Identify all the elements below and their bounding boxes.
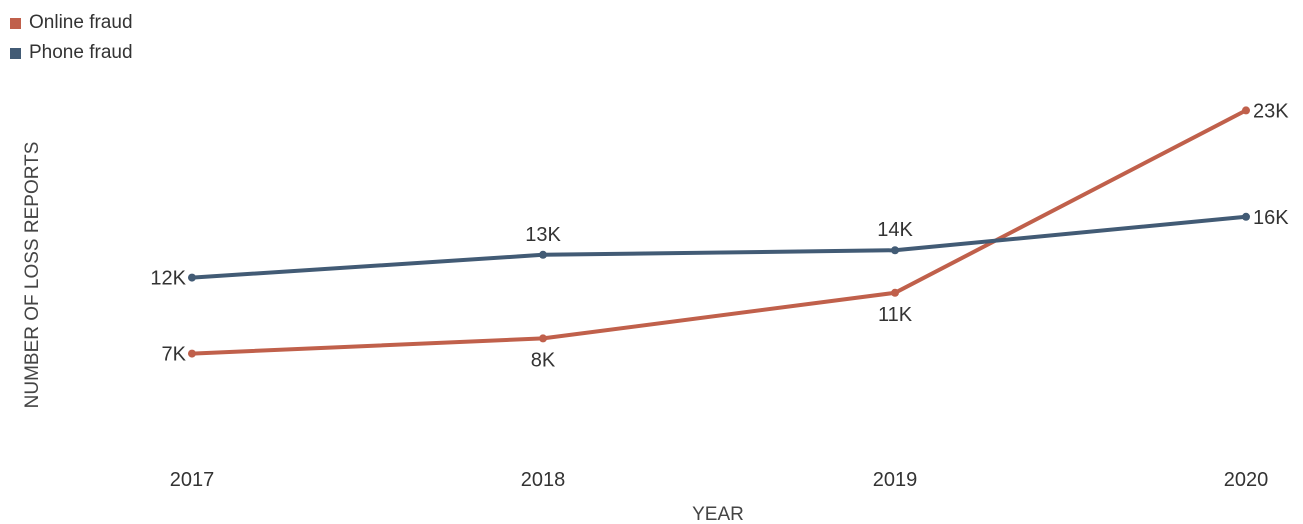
online-fraud-label-2020: 23K xyxy=(1253,100,1289,122)
online-fraud-label-2017: 7K xyxy=(162,344,187,366)
legend-swatch-online-fraud xyxy=(10,17,21,29)
online-fraud-label-2018: 8K xyxy=(531,349,556,371)
phone-fraud-point-2019[interactable] xyxy=(891,246,899,255)
online-fraud-point-2017[interactable] xyxy=(188,349,196,358)
legend-swatch-phone-fraud xyxy=(10,47,21,59)
online-fraud-point-2018[interactable] xyxy=(539,334,547,343)
phone-fraud-label-2019: 14K xyxy=(877,219,913,241)
data-labels: 7K 8K 11K 23K 12K 13K 14K 16K xyxy=(150,100,1289,371)
x-tick-2018: 2018 xyxy=(521,469,566,491)
phone-fraud-label-2017: 12K xyxy=(150,268,186,290)
phone-fraud-label-2020: 16K xyxy=(1253,207,1289,229)
series-lines xyxy=(190,108,1248,356)
online-fraud-point-2020[interactable] xyxy=(1242,106,1250,115)
x-tick-2019: 2019 xyxy=(873,469,918,491)
online-fraud-label-2019: 11K xyxy=(878,304,913,326)
x-axis-ticks: 2017 2018 2019 2020 xyxy=(170,469,1269,491)
x-tick-2017: 2017 xyxy=(170,469,215,491)
x-tick-2020: 2020 xyxy=(1224,469,1269,491)
phone-fraud-point-2020[interactable] xyxy=(1242,212,1250,221)
legend-item-phone-fraud[interactable]: Phone fraud xyxy=(10,38,133,68)
phone-fraud-label-2018: 13K xyxy=(525,224,561,246)
phone-fraud-point-2018[interactable] xyxy=(539,250,547,259)
phone-fraud-point-2017[interactable] xyxy=(188,273,196,282)
series-points xyxy=(188,106,1250,358)
phone-fraud-line xyxy=(190,214,1248,280)
legend-item-online-fraud[interactable]: Online fraud xyxy=(10,8,133,38)
legend-label-online-fraud: Online fraud xyxy=(29,12,133,33)
online-fraud-point-2019[interactable] xyxy=(891,288,899,297)
legend-label-phone-fraud: Phone fraud xyxy=(29,42,133,63)
x-axis-title: YEAR xyxy=(692,504,744,524)
y-axis-title: NUMBER OF LOSS REPORTS xyxy=(22,142,43,409)
online-fraud-line xyxy=(190,108,1248,356)
legend: Online fraud Phone fraud xyxy=(10,8,133,68)
